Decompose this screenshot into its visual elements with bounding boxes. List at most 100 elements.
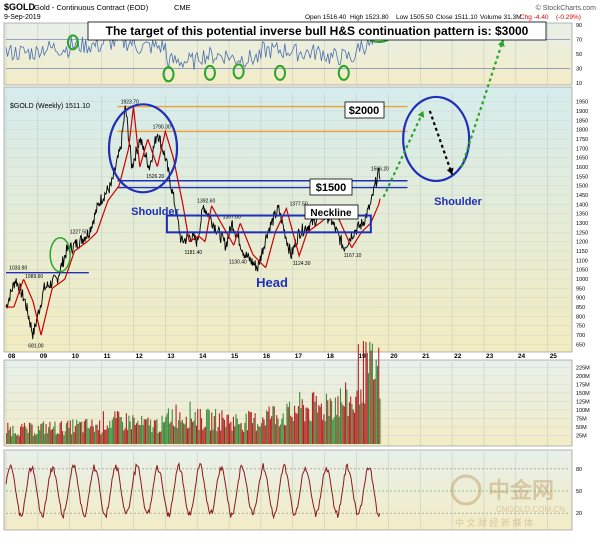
volume-bar <box>142 424 144 444</box>
volume-bar <box>133 417 135 444</box>
volume-bar <box>161 415 163 444</box>
volume-bar <box>67 420 69 444</box>
volume-bar <box>171 409 173 444</box>
ohlc-close: Close 1511.10 <box>436 14 478 21</box>
volume-bar <box>225 426 227 444</box>
exchange-label: CME <box>174 3 191 12</box>
volume-bar <box>85 419 87 444</box>
label-2000: $2000 <box>349 105 380 117</box>
volume-bar <box>287 407 289 444</box>
volume-bar <box>232 416 234 444</box>
volume-bar <box>172 425 175 444</box>
volume-bar <box>352 409 354 444</box>
volume-bar <box>360 389 362 444</box>
change-percent: (-0.29%) <box>556 14 581 21</box>
volume-bar <box>188 427 190 444</box>
volume-bar <box>115 418 117 444</box>
price-y-tick: 1450 <box>576 193 588 199</box>
volume-bar <box>162 422 164 444</box>
volume-bar <box>331 400 333 444</box>
volume-bar <box>290 415 292 444</box>
volume-bar <box>292 421 294 444</box>
volume-bar <box>12 425 14 444</box>
price-y-tick: 1550 <box>576 174 588 180</box>
left-shoulder-label: Shoulder <box>131 206 179 218</box>
volume-bar <box>102 411 104 444</box>
volume-bar <box>316 412 319 444</box>
price-value-label: 1307.80 <box>223 215 241 221</box>
volume-bar <box>239 424 241 444</box>
target-arrow-up-head <box>497 40 505 47</box>
ohlc-high: High 1523.80 <box>350 14 389 21</box>
price-y-tick: 1050 <box>576 268 588 274</box>
volume-bar <box>315 395 317 444</box>
volume-bar <box>215 408 217 444</box>
volume-bar <box>183 423 185 444</box>
volume-bar <box>14 433 17 444</box>
price-value-label: 1377.50 <box>290 202 308 208</box>
volume-bar <box>254 413 256 444</box>
neckline-box <box>304 204 359 220</box>
volume-bar <box>114 411 116 444</box>
volume-bar <box>208 410 210 444</box>
volume-bar <box>295 412 297 444</box>
price-y-tick: 1000 <box>576 277 588 283</box>
volume-bar <box>119 417 121 444</box>
volume-bar <box>97 430 99 444</box>
volume-bar <box>86 418 88 444</box>
x-tick-label: 14 <box>199 353 207 360</box>
volume-bar <box>125 413 127 444</box>
volume-bar <box>139 425 141 444</box>
volume-bar <box>341 402 343 444</box>
volume-y-tick: 225M <box>576 365 590 371</box>
volume-bar <box>361 402 363 444</box>
volume-bar <box>374 378 376 444</box>
price-y-tick: 1200 <box>576 240 588 246</box>
source-label: © StockCharts.com <box>536 4 597 12</box>
x-tick-label: 10 <box>72 353 80 360</box>
right-shoulder-circle <box>402 95 471 183</box>
x-tick-label: 22 <box>454 353 462 360</box>
volume-bar <box>68 428 70 444</box>
ohlc-open: Open 1516.40 <box>305 14 347 21</box>
volume-bar <box>147 417 149 444</box>
volume-bar <box>63 435 65 444</box>
volume-bar <box>375 359 377 444</box>
volume-bar <box>106 425 108 444</box>
volume-bar <box>197 408 199 444</box>
volume-bar <box>336 414 338 444</box>
volume-bar <box>378 347 380 444</box>
volume-bar <box>127 429 129 444</box>
x-tick-label: 24 <box>518 353 526 360</box>
volume-bar <box>259 426 261 444</box>
x-tick-label: 17 <box>295 353 303 360</box>
volume-bar <box>51 429 53 444</box>
volume-bar <box>54 421 56 444</box>
price-y-tick: 1900 <box>576 109 588 115</box>
volume-bar <box>134 424 136 444</box>
rsi-y-tick: 50 <box>576 52 582 58</box>
x-tick-label: 12 <box>135 353 143 360</box>
volume-bar <box>248 410 250 444</box>
volume-bar <box>269 419 271 444</box>
volume-bar <box>153 420 155 444</box>
rsi-oversold-circle <box>203 64 216 81</box>
volume-bar <box>251 423 254 444</box>
volume-bar <box>280 424 282 444</box>
volume-bar <box>42 421 45 444</box>
volume-bar <box>6 433 8 444</box>
volume-bar <box>175 404 177 444</box>
price-y-tick: 750 <box>576 324 585 330</box>
price-y-tick: 1700 <box>576 146 588 152</box>
volume-bar <box>288 401 291 444</box>
price-y-tick: 900 <box>576 296 585 302</box>
volume-bar <box>313 391 315 444</box>
price-value-label: 1989.60 <box>25 274 43 280</box>
volume-bar <box>199 408 201 444</box>
moving-average-line <box>6 106 381 336</box>
rsi-series-line <box>5 32 381 70</box>
x-tick-label: 19 <box>359 353 367 360</box>
price-value-label: 1033.90 <box>9 266 27 272</box>
volume-bar <box>18 436 20 444</box>
volume-bar <box>300 408 302 444</box>
